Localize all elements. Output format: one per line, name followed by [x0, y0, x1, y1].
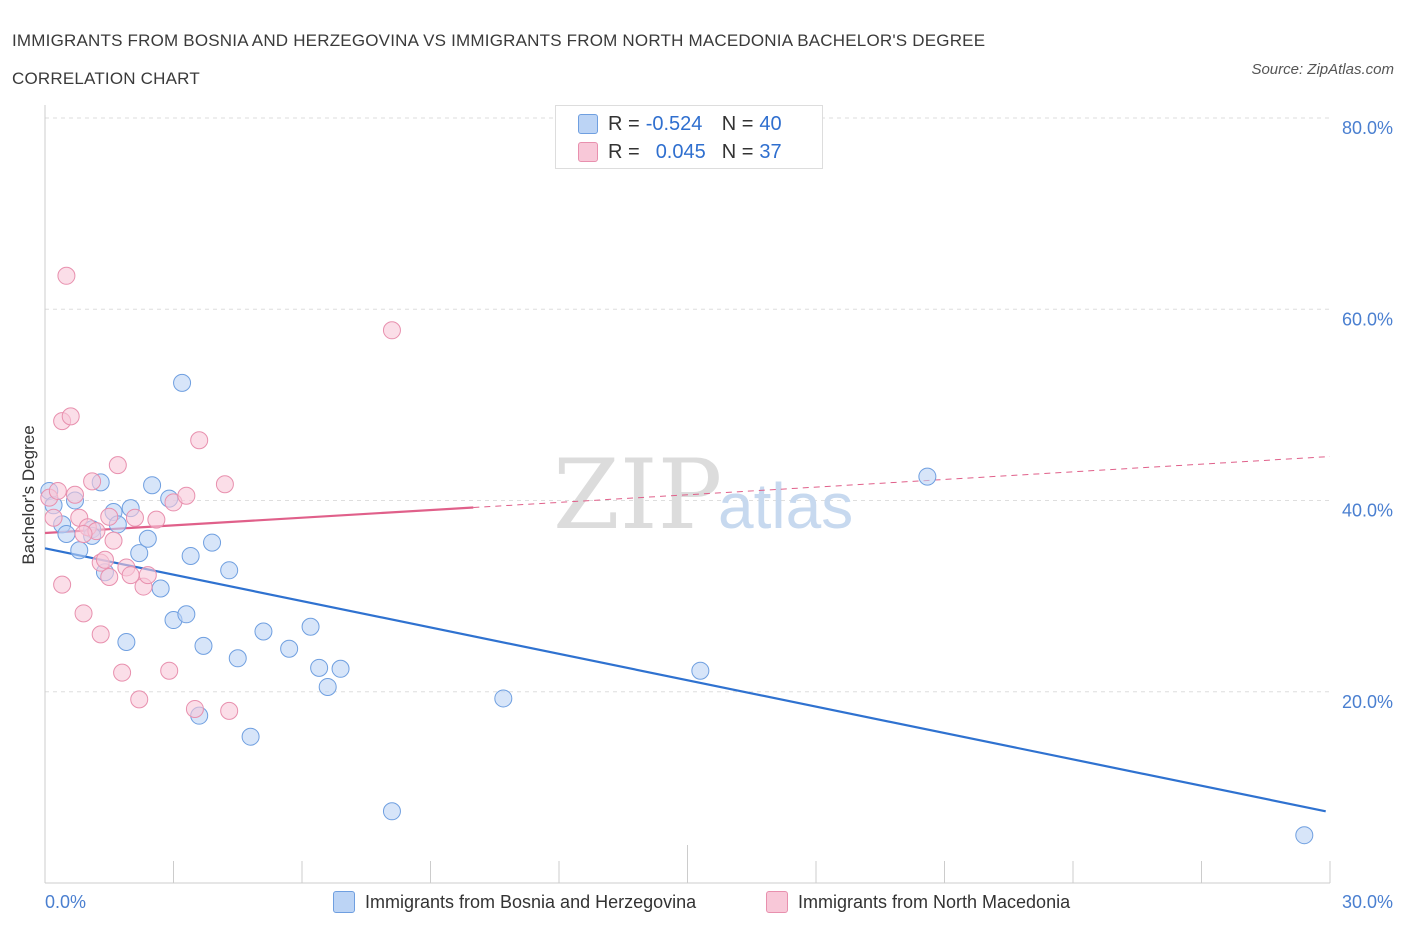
y-tick-label: 60.0% — [1342, 309, 1393, 329]
y-axis-label: Bachelor's Degree — [19, 425, 38, 564]
point-macedonia — [44, 508, 63, 527]
chart-source: Source: ZipAtlas.com — [1251, 61, 1394, 78]
watermark-zip: ZIP — [553, 439, 722, 551]
point-bosnia — [310, 658, 329, 677]
point-macedonia — [113, 663, 132, 682]
legend-row-bosnia: R = -0.524 N = 40 — [578, 110, 782, 138]
point-bosnia — [130, 544, 149, 563]
bottom-legend-bosnia: Immigrants from Bosnia and Herzegovina — [333, 888, 696, 916]
point-macedonia — [125, 508, 144, 527]
point-macedonia — [160, 661, 179, 680]
point-bosnia — [331, 659, 350, 678]
legend-n-value: 37 — [759, 140, 782, 163]
legend-box: R = -0.524 N = 40 R = 0.045 N = 37 — [555, 105, 823, 169]
grid-lines — [45, 117, 1330, 693]
legend-swatch-macedonia — [578, 142, 598, 162]
point-bosnia — [151, 579, 170, 598]
point-macedonia — [147, 510, 166, 529]
watermark-atlas: atlas — [718, 470, 853, 542]
point-bosnia — [241, 727, 260, 746]
point-macedonia — [185, 699, 204, 718]
bottom-legend-label-macedonia: Immigrants from North Macedonia — [798, 891, 1071, 912]
legend-r-label: R = — [608, 112, 640, 135]
chart-title: IMMIGRANTS FROM BOSNIA AND HERZEGOVINA V… — [12, 31, 986, 88]
point-macedonia — [190, 431, 209, 450]
point-macedonia — [138, 566, 157, 585]
legend-r-label: R = — [608, 140, 640, 163]
point-bosnia — [280, 639, 299, 658]
point-macedonia — [104, 531, 123, 550]
point-macedonia — [382, 321, 401, 340]
x-tick-label: 30.0% — [1342, 892, 1393, 912]
trend-line-macedonia-projection — [473, 456, 1331, 509]
x-tick-labels: 0.0% 30.0% — [45, 892, 1393, 912]
data-points — [40, 266, 1314, 845]
point-macedonia — [53, 575, 72, 594]
watermark: ZIP atlas — [553, 439, 853, 551]
point-macedonia — [108, 456, 127, 475]
point-bosnia — [181, 546, 200, 565]
legend-n-label: N = — [721, 140, 754, 163]
point-bosnia — [254, 622, 273, 641]
legend-r-value: -0.524 — [645, 112, 703, 135]
y-tick-label: 80.0% — [1342, 118, 1393, 138]
point-bosnia — [70, 541, 89, 560]
point-bosnia — [918, 467, 937, 486]
point-bosnia — [691, 661, 710, 680]
point-bosnia — [143, 476, 162, 495]
point-bosnia — [117, 633, 136, 652]
point-macedonia — [220, 701, 239, 720]
legend-n-label: N = — [721, 112, 754, 135]
point-macedonia — [215, 475, 234, 494]
point-bosnia — [203, 533, 222, 552]
point-bosnia — [138, 529, 157, 548]
point-macedonia — [61, 407, 80, 426]
point-macedonia — [91, 625, 110, 644]
legend-r-value: 0.045 — [655, 140, 706, 163]
point-macedonia — [100, 568, 119, 586]
legend-swatch-bosnia — [578, 114, 598, 134]
legend-n-value: 40 — [759, 112, 782, 135]
point-bosnia — [382, 802, 401, 821]
point-bosnia — [57, 524, 76, 543]
y-tick-label: 40.0% — [1342, 501, 1393, 521]
y-tick-label: 20.0% — [1342, 692, 1393, 712]
point-macedonia — [130, 690, 149, 709]
point-bosnia — [301, 617, 320, 636]
bottom-legend-swatch-bosnia — [333, 891, 355, 913]
point-bosnia — [318, 677, 337, 696]
point-bosnia — [228, 649, 247, 668]
point-macedonia — [74, 604, 93, 623]
point-macedonia — [95, 550, 114, 569]
point-macedonia — [48, 481, 67, 500]
bottom-legend-macedonia: Immigrants from North Macedonia — [766, 888, 1070, 916]
bottom-legend-label-bosnia: Immigrants from Bosnia and Herzegovina — [365, 891, 697, 912]
point-bosnia — [494, 689, 513, 708]
bottom-legend-swatch-macedonia — [766, 891, 788, 913]
point-bosnia — [1295, 826, 1314, 845]
trend-line-bosnia — [44, 547, 1326, 813]
point-bosnia — [173, 373, 192, 392]
point-macedonia — [57, 266, 76, 285]
point-macedonia — [74, 524, 93, 543]
point-bosnia — [194, 636, 213, 655]
x-tick-label: 0.0% — [45, 892, 86, 912]
point-bosnia — [177, 605, 196, 624]
point-macedonia — [83, 472, 102, 491]
point-macedonia — [100, 507, 119, 526]
legend-row-macedonia: R = 0.045 N = 37 — [578, 138, 782, 166]
point-macedonia — [177, 486, 196, 505]
y-tick-labels: 20.0% 40.0% 60.0% 80.0% — [1342, 118, 1393, 712]
point-bosnia — [220, 561, 239, 580]
point-macedonia — [65, 485, 84, 504]
